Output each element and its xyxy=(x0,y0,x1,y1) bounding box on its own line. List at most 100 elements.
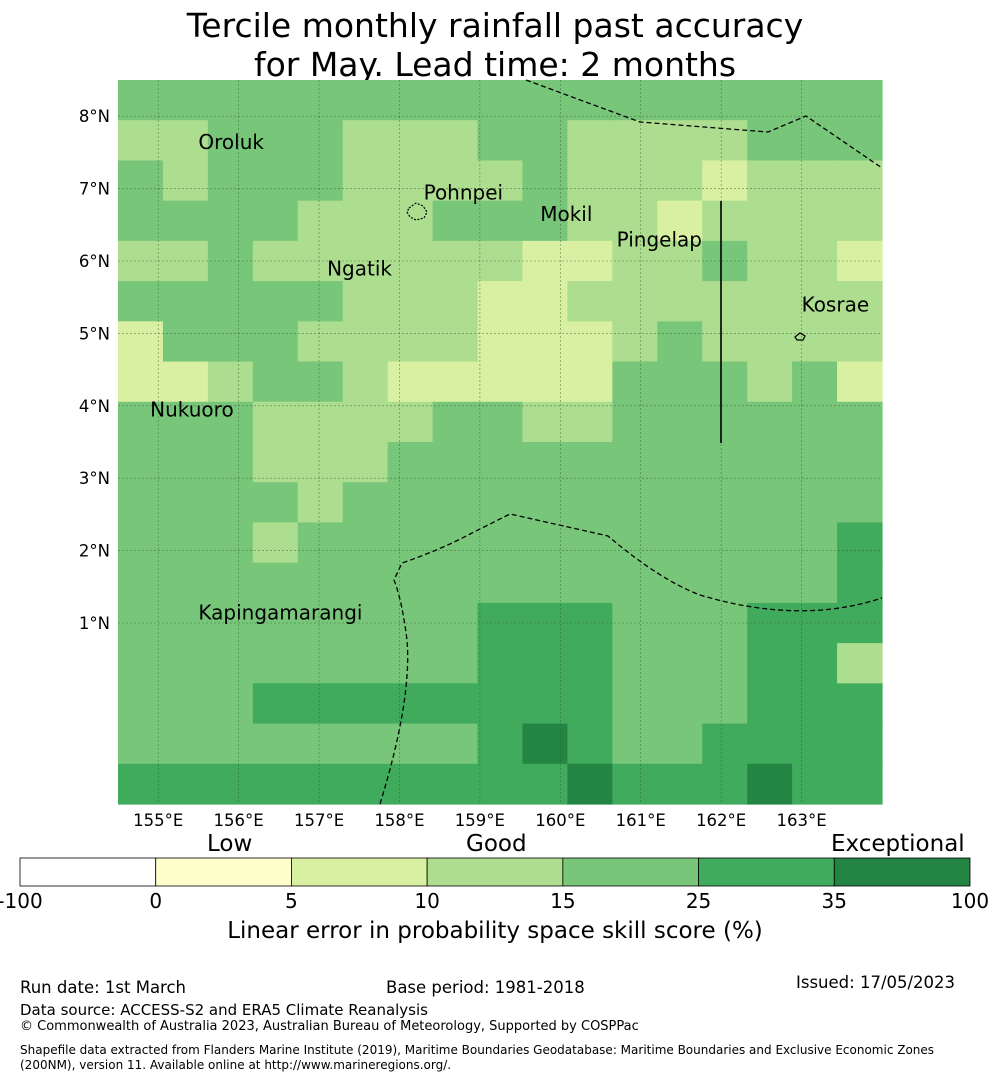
lon-tick-label: 156°E xyxy=(214,811,264,830)
grid-cell xyxy=(612,361,658,403)
grid-cell xyxy=(477,602,524,644)
grid-cell xyxy=(162,361,209,403)
grid-cell xyxy=(567,321,613,363)
grid-cell xyxy=(612,763,658,805)
grid-cell xyxy=(477,240,524,282)
grid-cell xyxy=(522,522,569,564)
grid-cell xyxy=(567,602,613,644)
place-label-mokil: Mokil xyxy=(540,202,592,226)
grid-cell xyxy=(477,160,524,202)
grid-cell xyxy=(387,160,434,202)
grid-cell xyxy=(118,200,164,242)
grid-cell xyxy=(207,160,254,202)
grid-cell xyxy=(567,643,613,684)
grid-cell xyxy=(837,763,883,805)
grid-cell xyxy=(837,723,883,765)
grid-cell xyxy=(387,723,434,765)
grid-cell xyxy=(342,120,389,162)
grid-cell xyxy=(162,482,209,524)
lon-tick-label: 161°E xyxy=(616,811,666,830)
grid-cell xyxy=(162,321,209,363)
grid-cell xyxy=(477,643,524,684)
grid-cell xyxy=(477,482,524,524)
grid-cell xyxy=(702,763,748,805)
grid-cell xyxy=(342,160,389,202)
grid-cell xyxy=(118,120,164,162)
colorbar-segment xyxy=(833,857,971,887)
grid-cell xyxy=(432,160,479,202)
grid-cell xyxy=(252,562,299,604)
grid-cell xyxy=(342,401,389,443)
grid-cell xyxy=(477,723,524,765)
colorbar-segment xyxy=(155,857,292,887)
grid-cell xyxy=(252,683,299,725)
grid-cell xyxy=(207,763,254,805)
grid-cell xyxy=(567,80,613,121)
colorbar-segment xyxy=(562,857,699,887)
grid-cell xyxy=(792,643,838,684)
grid-cell xyxy=(252,361,299,403)
colorbar-tick-label: 100 xyxy=(950,889,990,913)
grid-cell xyxy=(747,562,793,604)
grid-cell xyxy=(657,763,703,805)
grid-cell xyxy=(792,723,838,765)
colorbar xyxy=(19,857,971,887)
grid-cell xyxy=(657,200,703,242)
grid-cell xyxy=(477,361,524,403)
grid-cell xyxy=(162,80,209,121)
grid-cell xyxy=(747,401,793,443)
grid-cell xyxy=(747,361,793,403)
grid-cell xyxy=(252,281,299,322)
grid-cell xyxy=(522,401,569,443)
map-gridlines xyxy=(118,80,882,804)
grid-cell xyxy=(792,763,838,805)
grid-cell xyxy=(297,160,344,202)
grid-cell xyxy=(297,321,344,363)
grid-cell xyxy=(567,160,613,202)
grid-cell xyxy=(837,442,883,483)
pohnpei-outline xyxy=(406,202,428,221)
grid-cell xyxy=(477,120,524,162)
lon-tick-label: 163°E xyxy=(776,811,826,830)
grid-cell xyxy=(567,442,613,483)
grid-cell xyxy=(118,361,164,403)
grid-cell xyxy=(747,160,793,202)
grid-cell xyxy=(387,361,434,403)
grid-cell xyxy=(118,763,164,805)
grid-cell xyxy=(747,723,793,765)
grid-cell xyxy=(252,723,299,765)
grid-cell xyxy=(432,482,479,524)
grid-cell xyxy=(522,361,569,403)
grid-cell xyxy=(387,643,434,684)
colorbar-tick-label: 0 xyxy=(149,889,163,913)
map-axes: 155°E 156°E 157°E 158°E 159°E 160°E 161°E 162°E… xyxy=(79,107,827,830)
grid-cell xyxy=(118,281,164,322)
grid-cell xyxy=(387,763,434,805)
grid-cell xyxy=(477,522,524,564)
grid-cell xyxy=(162,522,209,564)
copyright: © Commonwealth of Australia 2023, Austra… xyxy=(20,1019,639,1034)
colorbar-tick-label: 5 xyxy=(285,889,298,913)
grid-cell xyxy=(252,522,299,564)
grid-cell xyxy=(522,321,569,363)
grid-cell xyxy=(297,643,344,684)
grid-cell xyxy=(702,361,748,403)
grid-cell xyxy=(387,482,434,524)
grid-cell xyxy=(837,482,883,524)
grid-cell xyxy=(297,602,344,644)
grid-cell xyxy=(387,281,434,322)
grid-cells xyxy=(118,80,883,805)
grid-cell xyxy=(792,442,838,483)
skill-score-map: Oroluk Pohnpei Mokil Pingelap Ngatik Kosrae Nu… xyxy=(79,79,883,830)
colorbar-segment xyxy=(698,857,835,887)
grid-cell xyxy=(702,321,748,363)
grid-cell xyxy=(747,200,793,242)
grid-cell xyxy=(207,482,254,524)
grid-cell xyxy=(747,281,793,322)
grid-cell xyxy=(702,120,748,162)
grid-cell xyxy=(118,401,164,443)
grid-cell xyxy=(207,562,254,604)
data-source: Data source: ACCESS-S2 and ERA5 Climate … xyxy=(20,1001,428,1019)
kosrae-outline xyxy=(794,332,806,341)
grid-cell xyxy=(477,562,524,604)
